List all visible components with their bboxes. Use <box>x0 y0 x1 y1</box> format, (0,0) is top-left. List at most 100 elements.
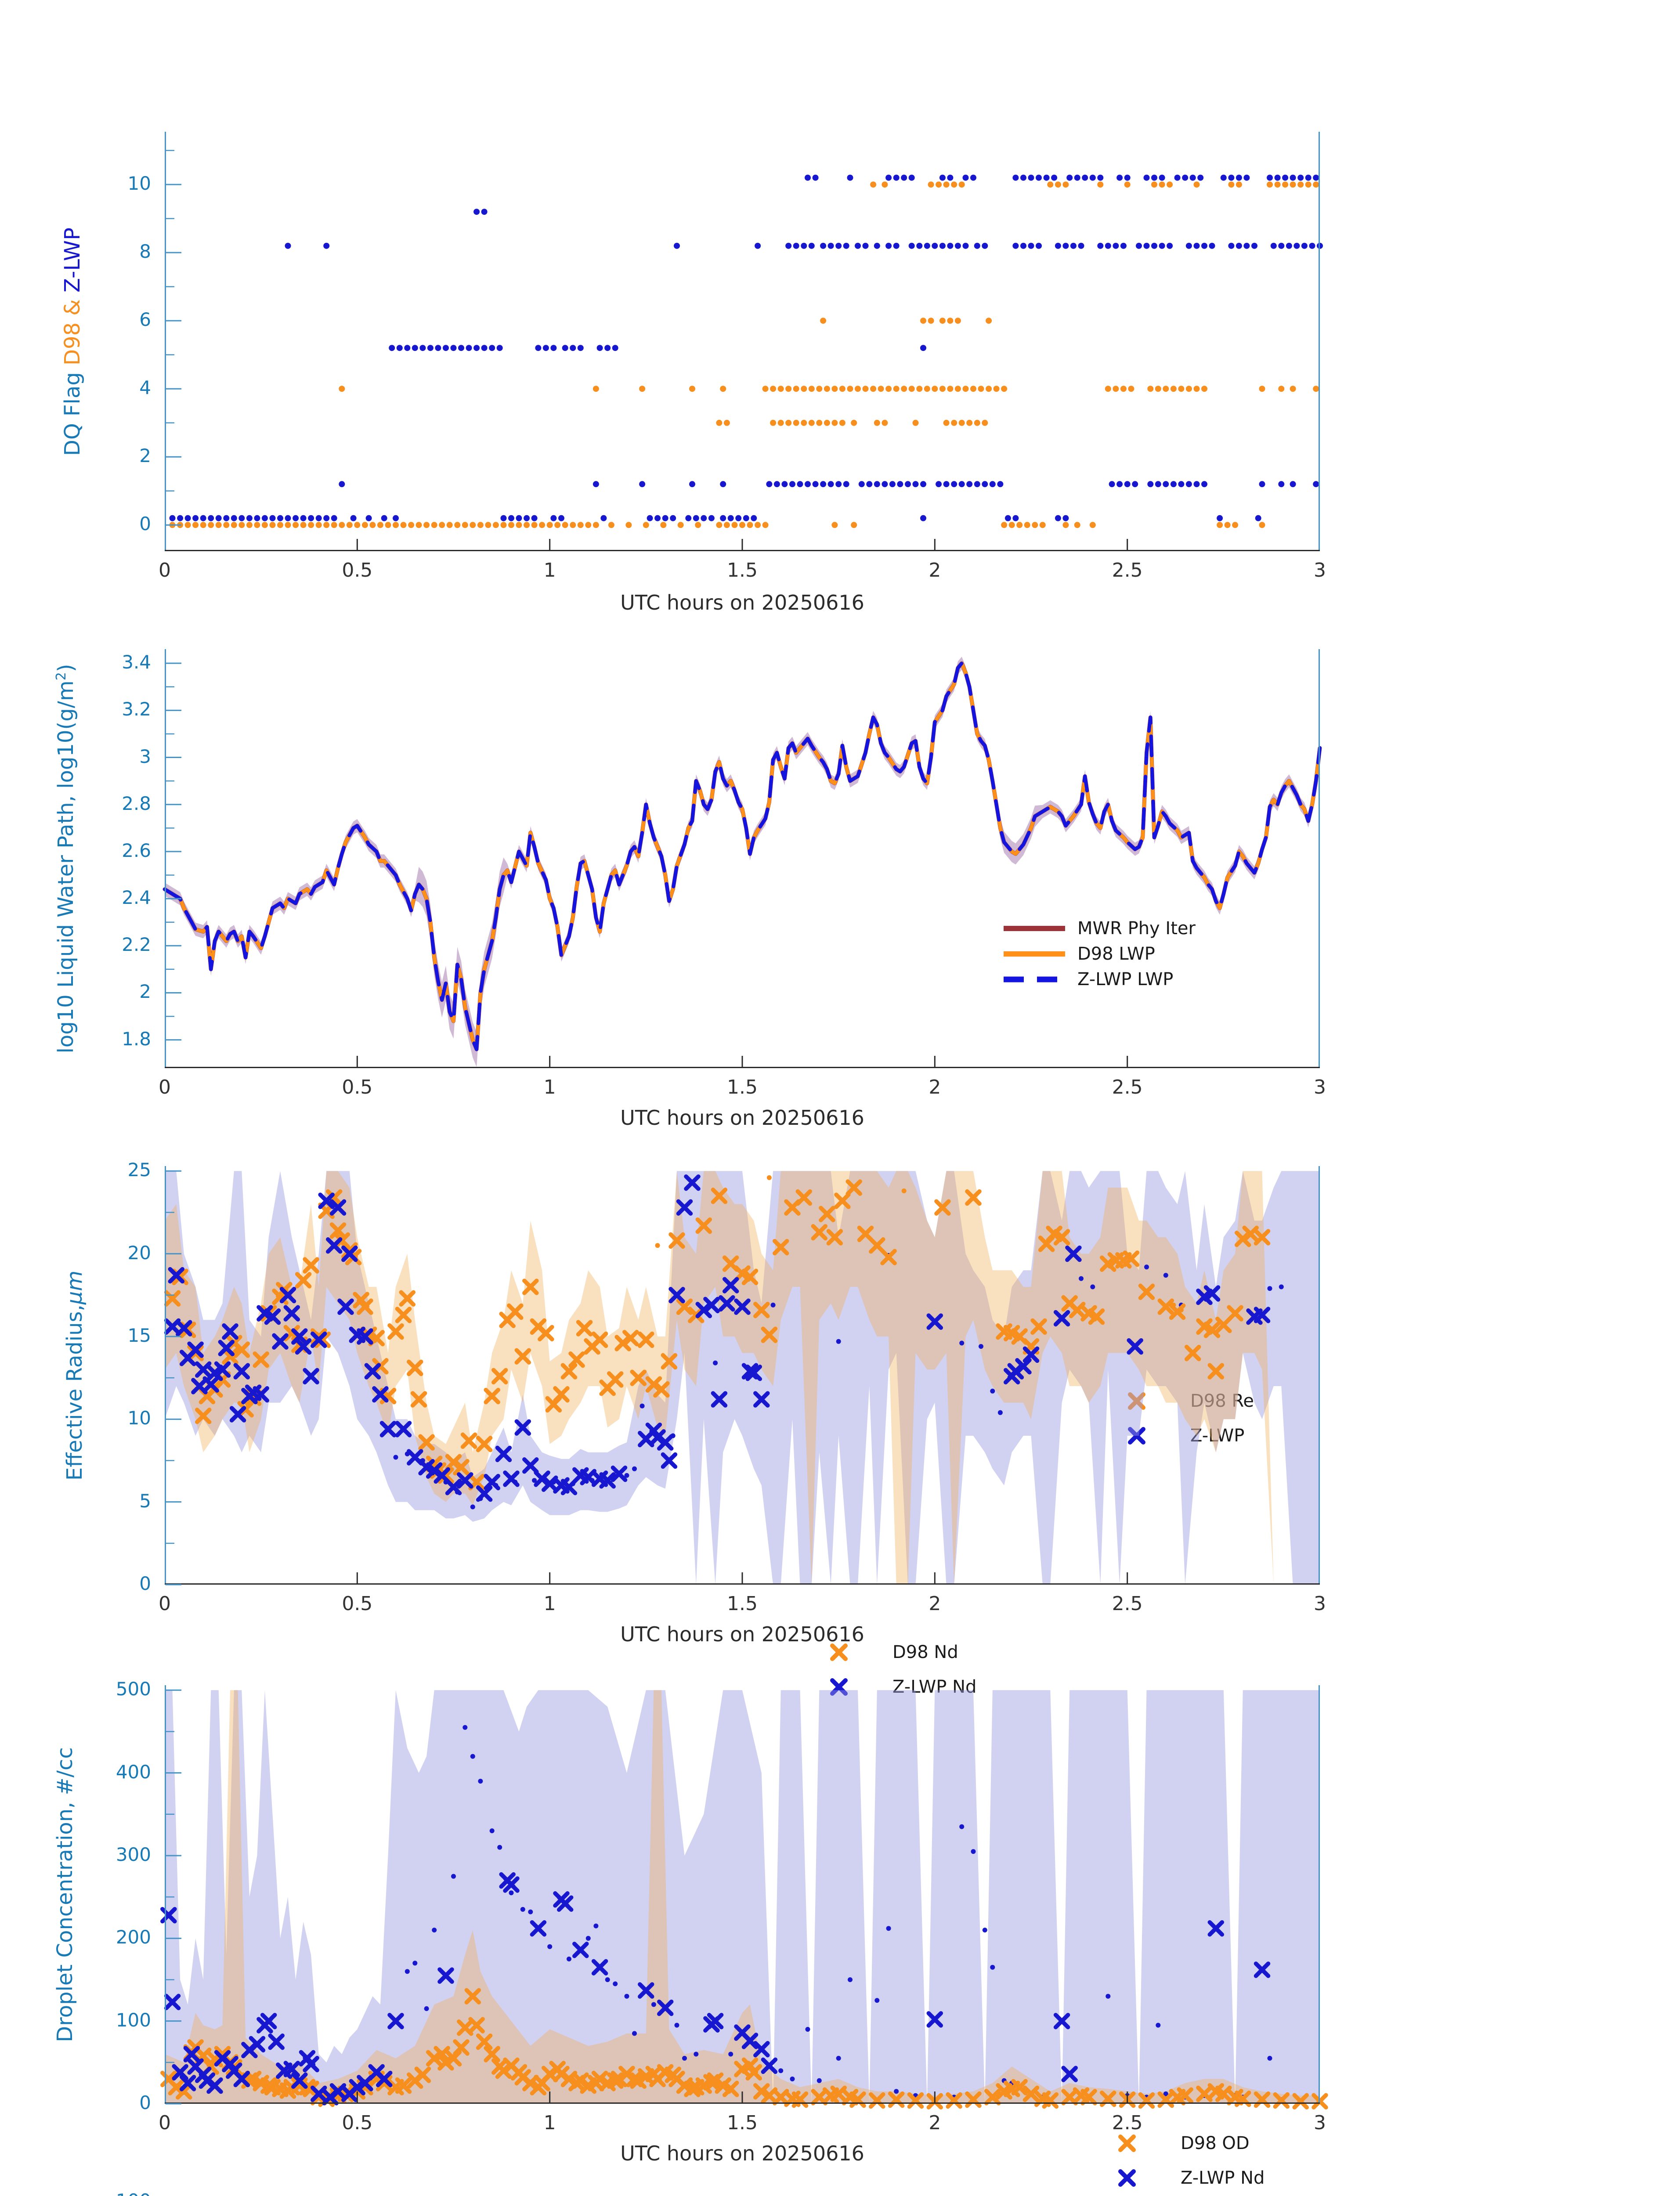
x-tick-label: 1 <box>543 2112 556 2134</box>
x-marker-series <box>160 1872 1271 2106</box>
y-tick-label: 0 <box>139 513 151 535</box>
legend-label: Z-LWP Nd <box>892 1676 977 1697</box>
x-tick-label: 0.5 <box>342 2112 373 2134</box>
panel3-x-axis-label: UTC hours on 20250616 <box>620 1622 864 1646</box>
x-tick-label: 3 <box>1314 1076 1326 1098</box>
zlwp-x-marker-icon <box>1128 1427 1145 1445</box>
legend-item-zlwp: Z-LWP <box>1127 1418 1254 1453</box>
y-tick-label: 400 <box>116 1761 151 1783</box>
legend-item-d98re: D98 Re <box>1127 1383 1254 1418</box>
y-tick-label: 2 <box>139 445 151 467</box>
legend-label: MWR Phy Iter <box>1077 918 1196 939</box>
x-tick-label: 1 <box>543 1593 556 1615</box>
x-tick-label: 3 <box>1314 2112 1326 2134</box>
x-tick-label: 2.5 <box>1112 1593 1143 1615</box>
x-tick-label: 2.5 <box>1112 1076 1143 1098</box>
x-tick-label: 2 <box>929 1076 941 1098</box>
legend-item-zlwpnd: Z-LWP Nd <box>829 1669 976 1704</box>
y-tick-label: 2.8 <box>122 792 151 814</box>
y-tick-label: 20 <box>127 1242 151 1264</box>
panel1-x-axis-label: UTC hours on 20250616 <box>620 591 864 614</box>
panel2-plot-area <box>163 649 1322 1068</box>
x-tick-label: 0 <box>159 1593 171 1615</box>
panel1-plot-area <box>165 132 1323 551</box>
legend-label: Z-LWP Nd <box>1181 2167 1265 2188</box>
x-tick-label: 2 <box>929 559 941 582</box>
panel4-x-axis-label: UTC hours on 20250616 <box>620 2142 864 2165</box>
d98-x-marker-icon <box>1118 2134 1136 2152</box>
mwr-line-swatch-icon <box>1004 926 1065 931</box>
legend-label: D98 Nd <box>892 1642 958 1662</box>
legend-item-zlwpnd: Z-LWP Nd <box>1117 2160 1265 2195</box>
y-tick-label: 0 <box>139 2092 151 2113</box>
zlwp-dash-swatch-icon <box>1004 976 1065 982</box>
y-tick-label: 2.2 <box>122 934 151 956</box>
x-tick-label: 2 <box>929 1593 941 1615</box>
x-tick-label: 1.5 <box>727 1076 758 1098</box>
x-tick-label: 0 <box>159 559 171 582</box>
x-tick-label: 2 <box>929 2112 941 2134</box>
data-line <box>163 661 1322 1051</box>
d98-x-marker-icon <box>1128 1392 1145 1410</box>
x-tick-label: 0.5 <box>342 1076 373 1098</box>
ylabel-unit: μm <box>62 1270 87 1305</box>
x-tick-label: 3 <box>1314 1593 1326 1615</box>
x-tick-label: 3 <box>1314 559 1326 582</box>
ylabel-superscript: 2 <box>54 672 69 681</box>
x-tick-label: 0.5 <box>342 1593 373 1615</box>
y-tick-label: 15 <box>127 1324 151 1346</box>
legend-label: D98 OD <box>1181 2133 1250 2153</box>
panel5-legend: D98 OD Z-LWP Nd <box>1117 2126 1265 2195</box>
data-line <box>163 661 1322 1051</box>
y-tick-label: 8 <box>139 241 151 263</box>
legend-label: Z-LWP <box>1190 1425 1245 1446</box>
zlwp-x-marker-icon <box>830 1678 848 1696</box>
y-tick-label: 10 <box>127 1407 151 1429</box>
panel3-legend: D98 Re Z-LWP <box>1127 1383 1254 1453</box>
y-tick-label: 200 <box>116 1926 151 1948</box>
legend-label: D98 Re <box>1190 1391 1254 1411</box>
x-tick-label: 0 <box>159 2112 171 2134</box>
x-marker-series <box>164 1174 1271 1502</box>
legend-label: D98 LWP <box>1077 944 1155 964</box>
d98-x-marker-icon <box>830 1643 848 1661</box>
panel4-y-axis-label: Droplet Concentration, #/cc <box>53 1747 77 2042</box>
x-tick-label: 1.5 <box>727 1593 758 1615</box>
y-tick-label: 0 <box>139 1573 151 1594</box>
y-tick-label: 3 <box>139 745 151 767</box>
x-tick-label: 0.5 <box>342 559 373 582</box>
zlwp-x-marker-icon <box>1118 2169 1136 2187</box>
y-tick-label: 100 <box>116 2009 151 2031</box>
panel3-plot-area <box>164 1166 1320 1586</box>
legend-label: Z-LWP LWP <box>1077 969 1174 990</box>
y-tick-label: 3.2 <box>122 698 151 720</box>
d98-dq-flags-series <box>169 181 1319 528</box>
panel4-plot-area <box>160 1685 1328 2110</box>
x-tick-label: 1.5 <box>727 559 758 582</box>
y-tick-label: 500 <box>116 1678 151 1700</box>
panel2-x-axis-label: UTC hours on 20250616 <box>620 1106 864 1130</box>
x-tick-label: 1 <box>543 559 556 582</box>
panel3-y-axis-label: Effective Radius,μm <box>62 1271 87 1481</box>
y-tick-label: 6 <box>139 309 151 331</box>
z-lwp-dq-flags-series <box>169 174 1323 521</box>
uncertainty-band <box>165 1690 1320 2104</box>
panel2-legend: MWR Phy Iter D98 LWP Z-LWP LWP <box>1004 916 1196 992</box>
data-line <box>163 661 1322 1051</box>
legend-item-d98lwp: D98 LWP <box>1004 941 1196 967</box>
uncertainty-band <box>165 1690 1320 2104</box>
legend-item-d98od: D98 OD <box>1117 2126 1265 2160</box>
y-tick-label: 4 <box>139 377 151 399</box>
y-tick-label: 3.4 <box>122 651 151 673</box>
d98-line-swatch-icon <box>1004 951 1065 957</box>
y-tick-label: 300 <box>116 1843 151 1865</box>
legend-item-mwr: MWR Phy Iter <box>1004 916 1196 941</box>
legend-item-d98nd: D98 Nd <box>829 1635 976 1669</box>
x-tick-label: 2.5 <box>1112 2112 1143 2134</box>
y-tick-label: 2.6 <box>122 839 151 861</box>
y-tick-label: 5 <box>139 1490 151 1512</box>
y-tick-label: 2.4 <box>122 887 151 909</box>
x-tick-label: 1 <box>543 1076 556 1098</box>
y-tick-label: 25 <box>127 1159 151 1181</box>
